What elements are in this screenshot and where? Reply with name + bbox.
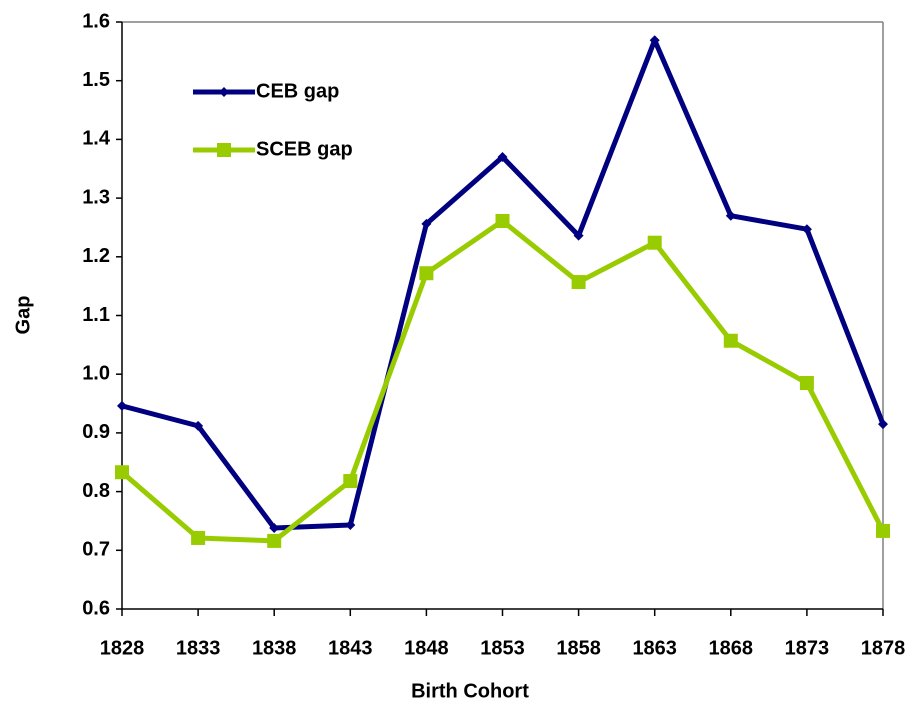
legend-marker xyxy=(219,87,229,97)
point xyxy=(345,520,356,531)
point xyxy=(419,266,434,281)
y-tick-label: 1.4 xyxy=(82,128,111,150)
x-tick-label: 1828 xyxy=(100,637,145,659)
point xyxy=(343,474,358,489)
x-tick-label: 1868 xyxy=(709,637,754,659)
y-tick-label: 0.8 xyxy=(82,480,110,502)
x-tick-label: 1838 xyxy=(252,637,297,659)
x-tick-label: 1848 xyxy=(404,637,449,659)
y-tick-label: 1.1 xyxy=(82,304,110,326)
x-tick-label: 1853 xyxy=(480,637,525,659)
point xyxy=(117,400,127,411)
y-tick-label: 1.5 xyxy=(82,69,110,91)
x-tick-label: 1858 xyxy=(556,637,601,659)
point xyxy=(573,230,584,241)
point xyxy=(495,213,510,228)
point xyxy=(267,533,282,548)
point xyxy=(191,530,206,545)
x-tick-label: 1873 xyxy=(785,637,830,659)
y-tick-label: 0.9 xyxy=(82,421,110,443)
y-tick-label: 0.6 xyxy=(82,597,110,619)
point xyxy=(801,224,812,235)
point xyxy=(497,152,508,163)
point xyxy=(878,419,888,430)
y-tick-label: 1.2 xyxy=(82,245,110,267)
point xyxy=(193,420,204,431)
y-tick-label: 1.6 xyxy=(82,10,110,32)
x-tick-label: 1863 xyxy=(632,637,677,659)
legend-label: CEB gap xyxy=(256,80,339,102)
x-axis-label: Birth Cohort xyxy=(411,680,529,702)
y-tick-label: 1.3 xyxy=(82,186,110,208)
point xyxy=(421,218,432,229)
point xyxy=(725,210,736,221)
y-tick-label: 1.0 xyxy=(82,362,110,384)
point xyxy=(876,523,890,538)
legend-label: SCEB gap xyxy=(256,138,353,160)
y-tick-label: 0.7 xyxy=(82,539,110,561)
line xyxy=(121,37,886,531)
point xyxy=(799,376,814,391)
legend-marker xyxy=(217,143,231,157)
point xyxy=(647,235,662,250)
x-tick-label: 1833 xyxy=(176,637,221,659)
line xyxy=(120,218,886,544)
point xyxy=(723,333,738,348)
y-axis-label: Gap xyxy=(12,296,34,335)
point xyxy=(115,465,129,480)
point xyxy=(269,522,280,533)
point xyxy=(649,35,660,46)
x-tick-label: 1843 xyxy=(328,637,373,659)
point xyxy=(571,275,586,290)
x-tick-label: 1878 xyxy=(861,637,906,659)
